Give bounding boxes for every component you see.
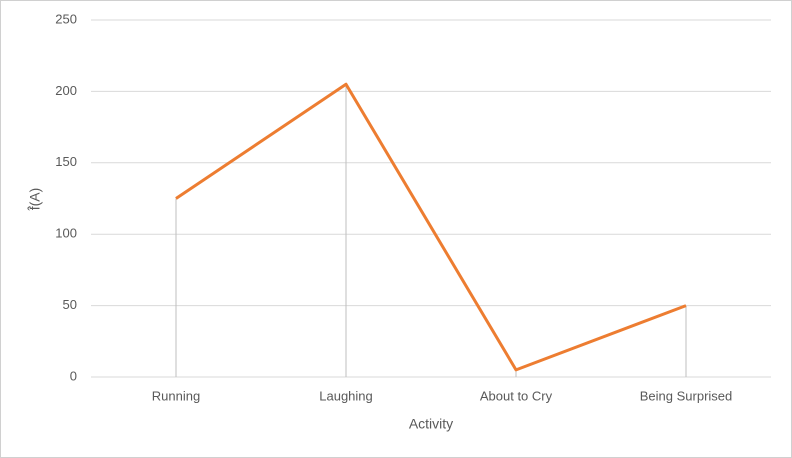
x-tick-label: Running bbox=[152, 388, 200, 403]
x-axis-title: Activity bbox=[409, 416, 453, 432]
y-tick-label: 250 bbox=[55, 11, 77, 26]
y-tick-label: 150 bbox=[55, 154, 77, 169]
y-tick-label: 50 bbox=[63, 297, 77, 312]
y-axis-title: f̂(A) bbox=[26, 188, 42, 212]
x-tick-label: About to Cry bbox=[480, 388, 553, 403]
y-tick-label: 200 bbox=[55, 83, 77, 98]
x-tick-label: Being Surprised bbox=[640, 388, 733, 403]
y-tick-label: 0 bbox=[70, 368, 77, 383]
x-tick-label: Laughing bbox=[319, 388, 373, 403]
y-tick-label: 100 bbox=[55, 226, 77, 241]
data-line bbox=[175, 82, 687, 372]
